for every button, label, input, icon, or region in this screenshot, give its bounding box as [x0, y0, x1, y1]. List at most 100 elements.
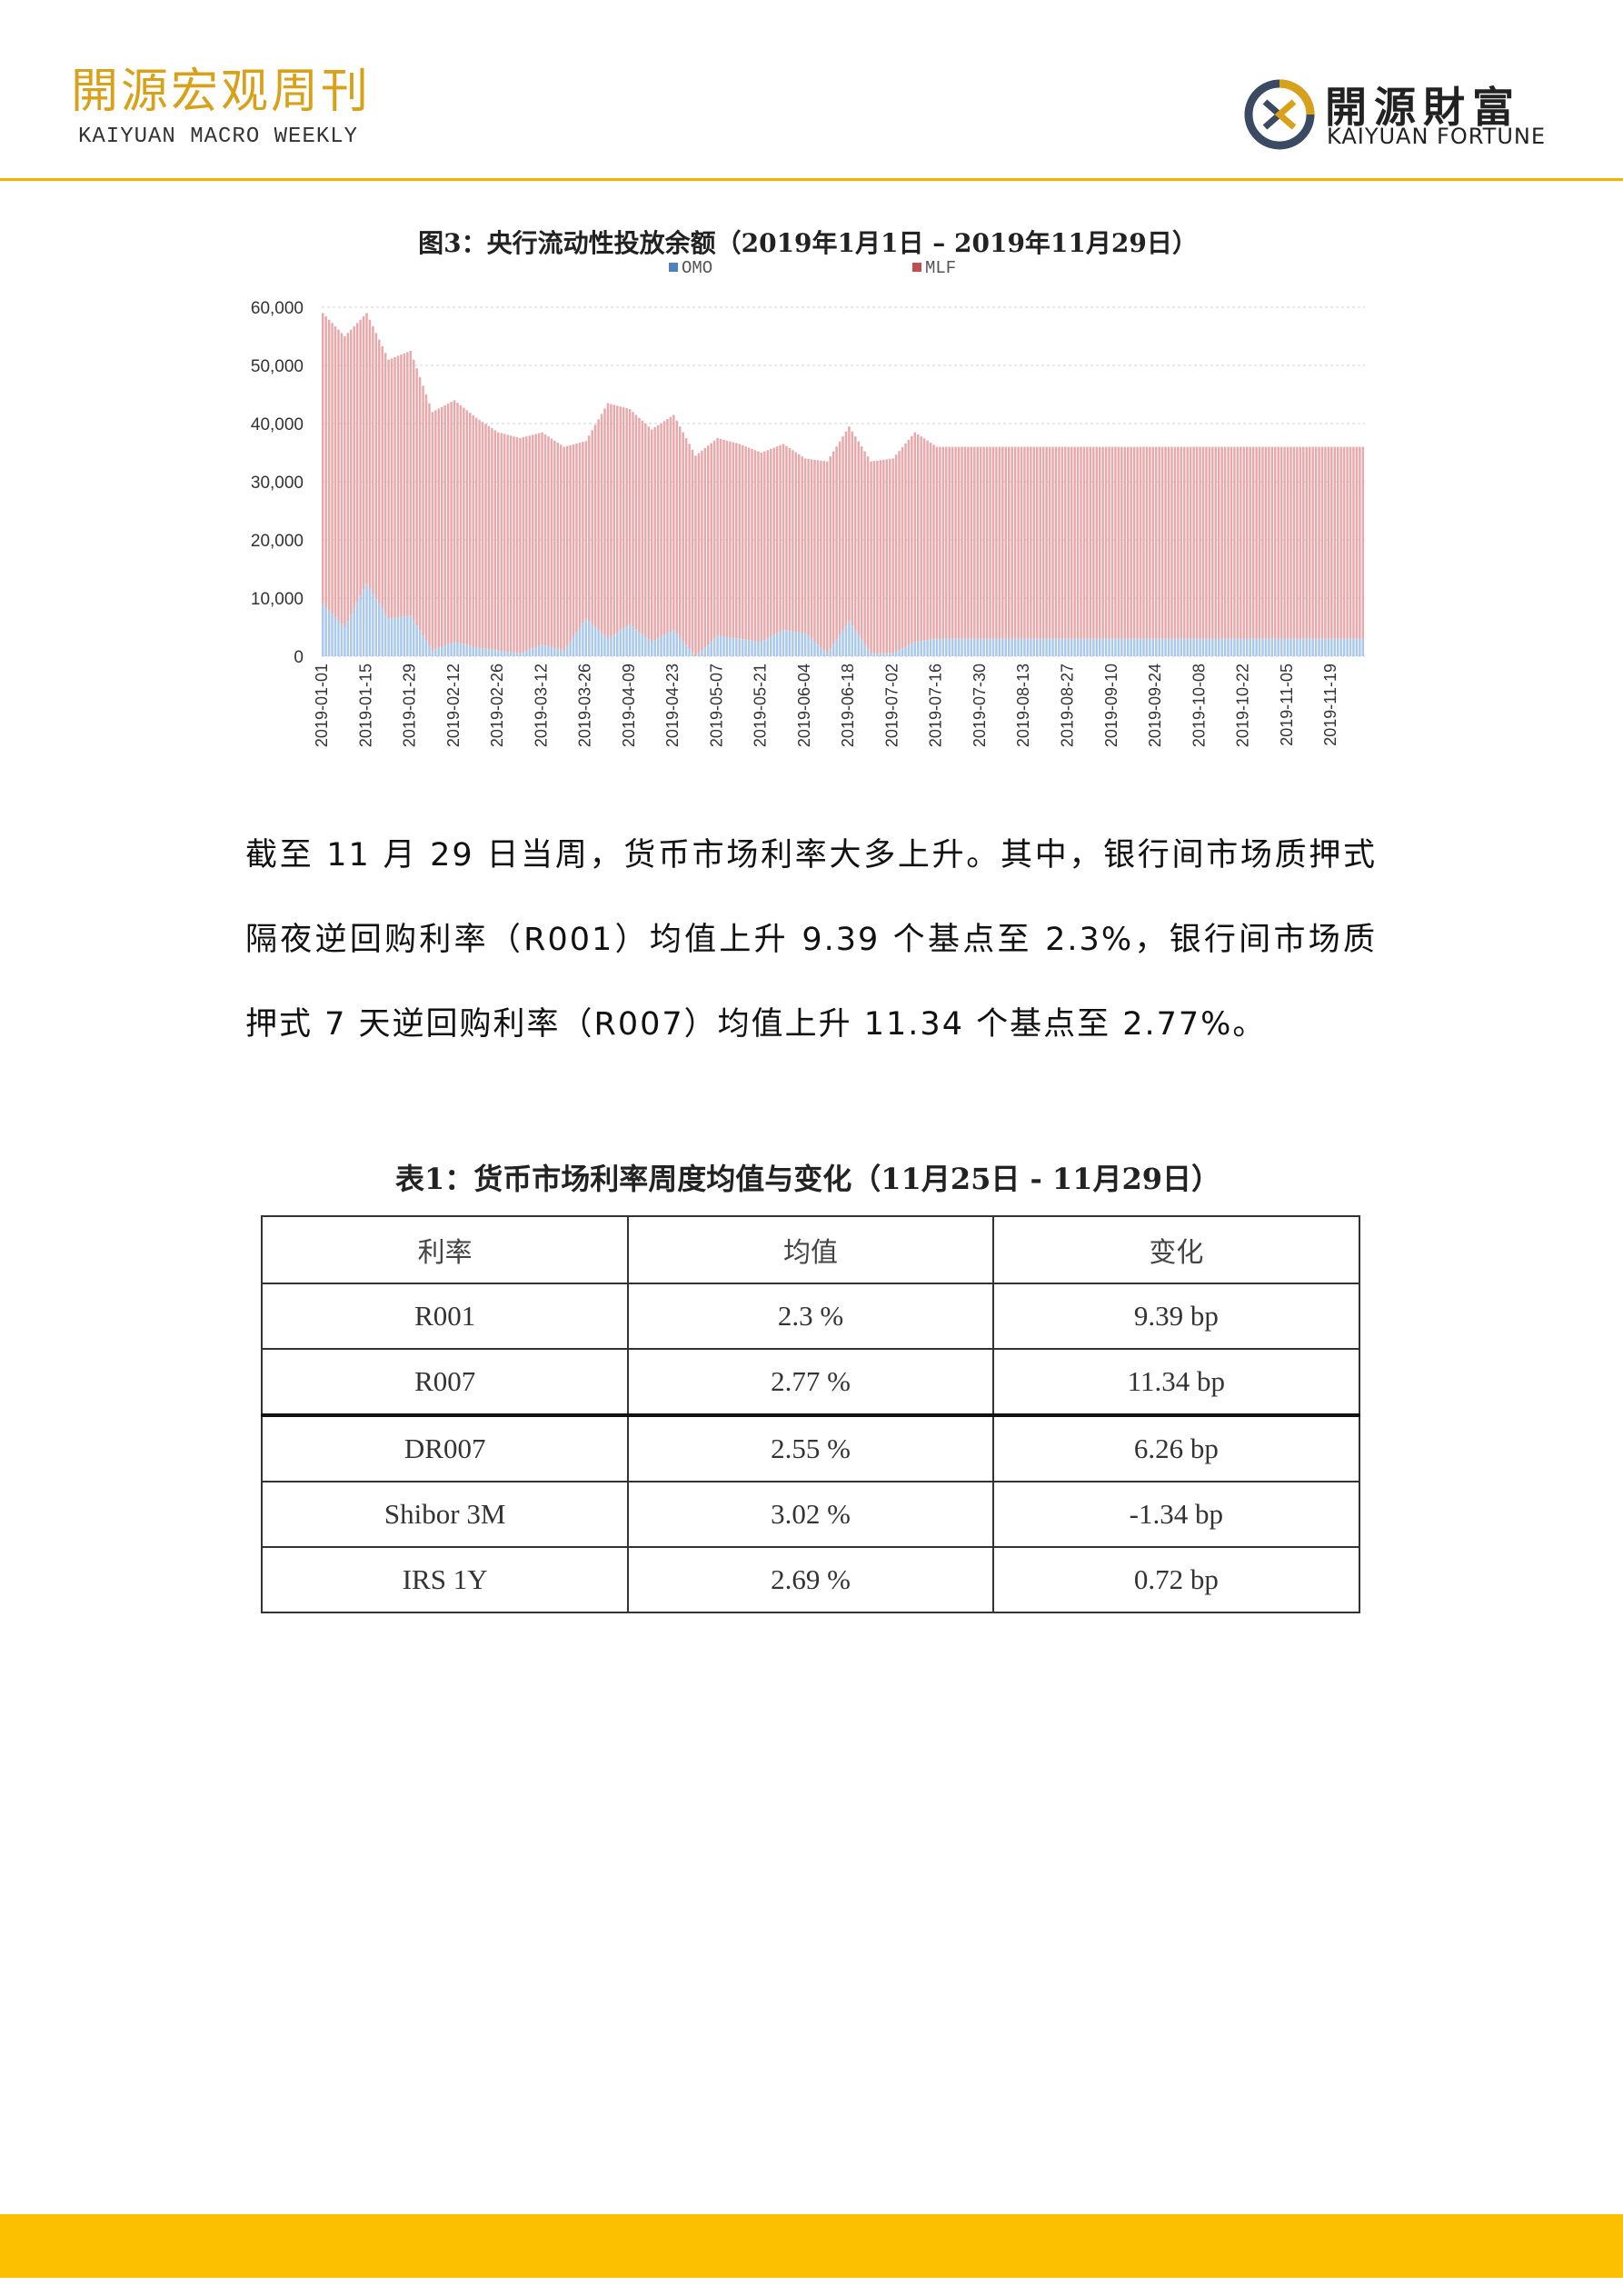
- omo-bar: [446, 644, 450, 656]
- omo-bar: [1173, 638, 1177, 656]
- cell-rate: R001: [260, 1283, 630, 1350]
- omo-bar: [1327, 638, 1330, 656]
- mlf-bar: [666, 418, 669, 634]
- table-row: Shibor 3M 3.02 % -1.34 bp: [260, 1481, 1361, 1548]
- mlf-bar: [1058, 446, 1060, 639]
- mlf-bar: [898, 451, 901, 651]
- omo-bar: [1089, 638, 1092, 656]
- omo-bar: [350, 614, 353, 656]
- omo-bar: [1076, 638, 1080, 656]
- mlf-bar: [565, 445, 569, 646]
- omo-bar: [911, 643, 913, 656]
- mlf-bar: [982, 446, 985, 639]
- mlf-bar: [1114, 446, 1117, 639]
- mlf-bar: [584, 441, 588, 619]
- omo-bar: [534, 646, 537, 656]
- omo-bar: [779, 632, 782, 656]
- mlf-bar: [437, 408, 441, 648]
- mlf-bar: [835, 446, 838, 640]
- mlf-bar: [1082, 446, 1086, 639]
- mlf-bar: [1359, 446, 1361, 639]
- mlf-bar: [1255, 446, 1258, 639]
- omo-bar: [1130, 638, 1132, 656]
- y-tick-label: 10,000: [251, 590, 304, 609]
- omo-bar: [816, 644, 820, 656]
- mlf-bar: [816, 460, 820, 645]
- omo-bar: [541, 644, 543, 656]
- omo-bar: [1296, 638, 1299, 656]
- omo-bar: [1324, 638, 1327, 656]
- mlf-bar: [926, 440, 929, 641]
- mlf-bar: [798, 454, 801, 633]
- mlf-bar: [939, 446, 941, 639]
- mlf-bar: [995, 446, 998, 639]
- omo-bar: [1349, 638, 1352, 656]
- omo-bar: [991, 638, 995, 656]
- omo-bar: [390, 617, 393, 656]
- mlf-bar: [1149, 446, 1151, 639]
- omo-bar: [1318, 638, 1320, 656]
- omo-bar: [1314, 638, 1318, 656]
- omo-bar: [894, 651, 898, 656]
- mlf-bar: [922, 438, 926, 641]
- omo-bar: [872, 653, 876, 656]
- mlf-bar: [694, 455, 697, 656]
- mlf-bar: [543, 434, 547, 646]
- omo-bar: [803, 633, 807, 656]
- omo-bar: [1120, 638, 1123, 656]
- mlf-bar: [593, 424, 597, 627]
- mlf-bar: [582, 442, 584, 624]
- omo-bar: [904, 646, 907, 656]
- omo-bar: [989, 638, 991, 656]
- mlf-bar: [415, 368, 418, 626]
- omo-bar: [876, 653, 879, 656]
- mlf-bar: [973, 446, 976, 639]
- mlf-bar: [826, 461, 829, 654]
- omo-bar: [1242, 638, 1246, 656]
- omo-bar: [653, 640, 656, 656]
- omo-bar: [888, 653, 891, 656]
- mlf-bar: [603, 408, 606, 636]
- omo-bar: [801, 632, 803, 656]
- mlf-bar: [1342, 446, 1346, 639]
- mlf-bar: [1123, 446, 1127, 639]
- omo-bar: [775, 633, 779, 656]
- mlf-bar: [1314, 446, 1318, 639]
- omo-bar: [860, 639, 863, 656]
- omo-bar: [322, 604, 324, 656]
- omo-bar: [941, 638, 945, 656]
- mlf-bar: [732, 442, 735, 638]
- omo-bar: [766, 638, 770, 656]
- omo-bar: [1048, 638, 1051, 656]
- mlf-bar: [1173, 446, 1177, 639]
- mlf-bar: [1299, 446, 1302, 639]
- omo-bar: [760, 642, 763, 656]
- omo-bar: [1180, 638, 1183, 656]
- mlf-bar: [1041, 446, 1045, 639]
- omo-bar: [854, 630, 857, 656]
- omo-bar: [1045, 638, 1048, 656]
- omo-bar: [469, 645, 472, 656]
- omo-bar: [1268, 638, 1270, 656]
- mlf-bar: [1120, 446, 1123, 639]
- omo-bar: [1145, 638, 1149, 656]
- logo-en-text: KAIYUAN FORTUNE: [1327, 124, 1547, 149]
- omo-bar: [600, 633, 603, 656]
- omo-bar: [691, 652, 694, 656]
- omo-bar: [747, 640, 751, 656]
- omo-bar: [1167, 638, 1170, 656]
- mlf-bar: [1339, 446, 1342, 639]
- omo-bar: [782, 630, 785, 656]
- omo-bar: [359, 595, 362, 656]
- omo-bar: [503, 651, 506, 656]
- mlf-bar: [519, 438, 522, 654]
- omo-bar: [684, 644, 688, 656]
- mlf-bar: [1092, 446, 1095, 639]
- mlf-bar: [979, 446, 982, 639]
- omo-bar: [675, 634, 679, 656]
- omo-bar: [707, 644, 710, 656]
- mlf-bar: [703, 447, 707, 648]
- x-tick-label: 2019-01-15: [356, 664, 374, 747]
- mlf-bar: [628, 409, 632, 624]
- omo-bar: [459, 643, 463, 656]
